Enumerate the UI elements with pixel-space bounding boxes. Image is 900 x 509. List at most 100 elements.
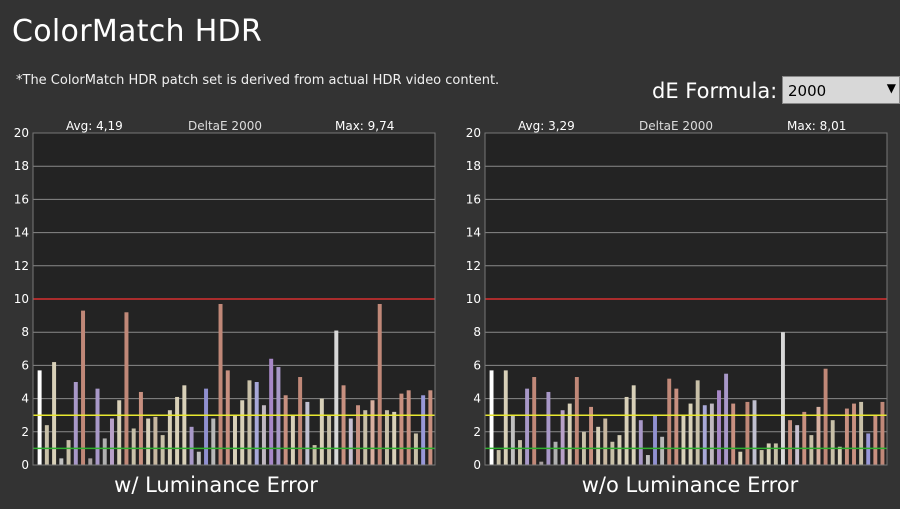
- bar: [218, 303, 223, 465]
- y-tick-label: 2: [21, 425, 29, 439]
- bar: [276, 367, 281, 465]
- patch-set-note: *The ColorMatch HDR patch set is derived…: [16, 73, 500, 88]
- bar: [413, 433, 418, 465]
- bar: [567, 403, 572, 465]
- bar: [773, 443, 778, 465]
- bar: [681, 415, 686, 465]
- bar: [189, 426, 194, 465]
- bar: [406, 390, 411, 465]
- bar: [261, 405, 266, 465]
- bar: [312, 445, 317, 465]
- page-title: ColorMatch HDR: [12, 14, 263, 49]
- y-tick-label: 8: [21, 325, 29, 339]
- bar: [496, 450, 501, 465]
- bar: [327, 415, 332, 465]
- y-tick-label: 20: [14, 126, 29, 140]
- chart-caption-with-luminance: w/ Luminance Error: [114, 473, 318, 497]
- y-tick-label: 6: [473, 358, 481, 372]
- bar: [131, 428, 136, 465]
- bar: [709, 403, 714, 465]
- bar: [624, 396, 629, 465]
- y-tick-label: 20: [466, 126, 481, 140]
- bar: [102, 438, 107, 465]
- bar: [539, 461, 544, 465]
- bar: [830, 420, 835, 465]
- y-tick-label: 2: [473, 425, 481, 439]
- bar: [225, 370, 230, 465]
- bar: [175, 396, 180, 465]
- bar: [674, 388, 679, 465]
- bar: [809, 435, 814, 465]
- bar: [653, 415, 657, 465]
- bar: [866, 433, 871, 465]
- bar: [204, 388, 209, 465]
- bar: [377, 303, 382, 465]
- y-tick-label: 18: [14, 159, 29, 173]
- bar: [802, 411, 807, 465]
- bar: [182, 385, 187, 465]
- bar: [52, 362, 57, 465]
- y-tick-label: 10: [466, 292, 481, 306]
- bar: [752, 400, 757, 465]
- bar: [66, 440, 71, 465]
- bar: [688, 403, 693, 465]
- bar: [859, 401, 864, 465]
- bar: [617, 435, 622, 465]
- bar: [510, 415, 515, 465]
- y-tick-label: 8: [473, 325, 481, 339]
- max-label: Max: 8,01: [787, 119, 846, 133]
- chart-caption-without-luminance: w/o Luminance Error: [581, 473, 799, 497]
- bar: [880, 401, 885, 465]
- bar: [233, 415, 237, 465]
- bar: [160, 435, 165, 465]
- chart-without-luminance: Avg: 3,29 DeltaE 2000 Max: 8,01 0 2 4 6 8 10 12 14…: [466, 119, 888, 472]
- bar: [596, 426, 601, 465]
- y-tick-label: 16: [14, 192, 29, 206]
- max-label: Max: 9,74: [335, 119, 394, 133]
- y-tick-label: 0: [473, 458, 481, 472]
- bar: [766, 443, 771, 465]
- bar: [298, 377, 303, 465]
- de-formula-dropdown[interactable]: 2000 ▼: [782, 76, 900, 104]
- bar: [109, 418, 114, 465]
- y-tick-label: 0: [21, 458, 29, 472]
- bar: [290, 415, 295, 465]
- bar: [81, 310, 86, 465]
- bar: [247, 380, 252, 465]
- bar: [356, 405, 361, 465]
- bar: [211, 418, 216, 465]
- bar: [319, 398, 324, 465]
- bar: [489, 370, 494, 465]
- de-formula-label: dE Formula:: [652, 79, 778, 103]
- plot-border: [32, 132, 436, 466]
- y-tick-label: 14: [466, 226, 481, 240]
- bar: [780, 332, 785, 465]
- bar: [837, 446, 842, 465]
- y-tick-label: 6: [21, 358, 29, 372]
- y-tick-label: 10: [14, 292, 29, 306]
- bar: [305, 401, 310, 465]
- bar: [560, 410, 565, 465]
- bar: [421, 395, 426, 465]
- bar: [823, 368, 828, 465]
- bar: [334, 330, 339, 465]
- bar: [816, 406, 821, 465]
- y-tick-label: 16: [466, 192, 481, 206]
- bar: [503, 370, 508, 465]
- bar: [589, 406, 594, 465]
- bar: [546, 391, 551, 465]
- bar: [370, 400, 375, 465]
- bar: [88, 458, 93, 465]
- bar: [124, 312, 129, 465]
- bar: [574, 377, 579, 465]
- bar: [852, 403, 856, 465]
- bar: [363, 410, 368, 465]
- bar: [196, 451, 201, 465]
- y-tick-label: 4: [473, 392, 481, 406]
- bar: [645, 455, 650, 465]
- chart-with-luminance: Avg: 4,19 DeltaE 2000 Max: 9,74 0 2 4 6 8 10 12 14…: [14, 119, 436, 472]
- bar: [724, 373, 729, 465]
- avg-label: Avg: 4,19: [66, 119, 123, 133]
- y-tick-label: 12: [14, 259, 29, 273]
- y-tick-label: 12: [466, 259, 481, 273]
